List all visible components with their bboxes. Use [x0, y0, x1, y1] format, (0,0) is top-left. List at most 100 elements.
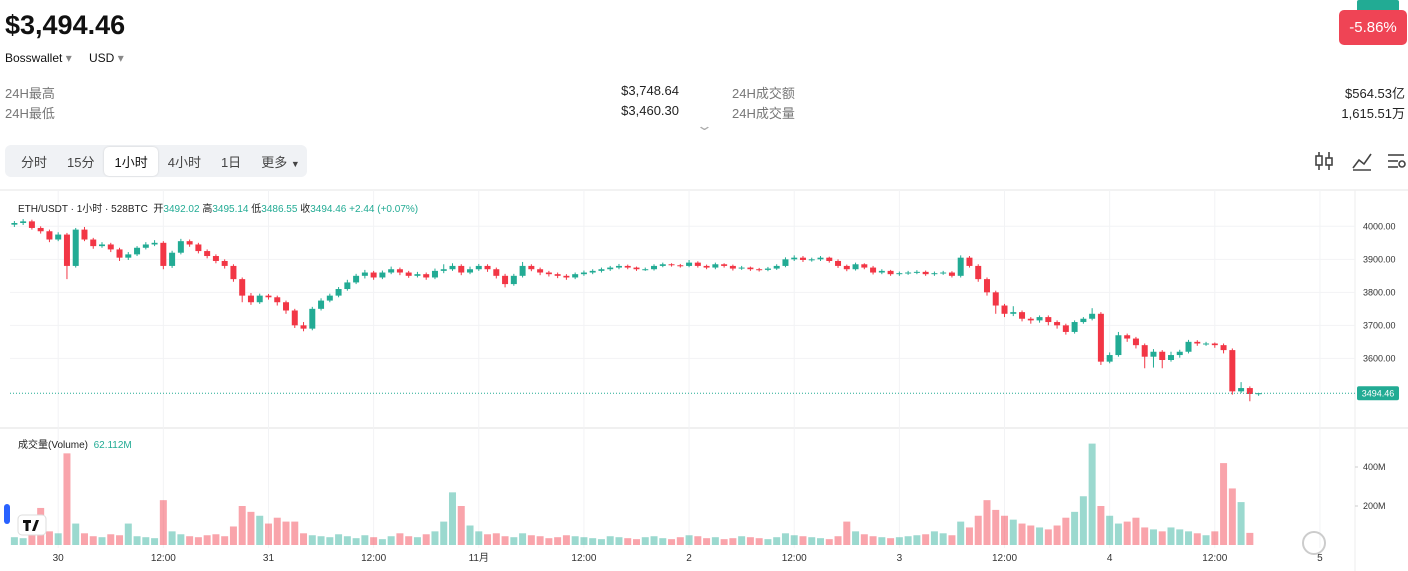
volume-bar [361, 535, 369, 545]
candle-body [651, 265, 658, 270]
expand[interactable]: ⌄ [695, 118, 714, 133]
y-tick-label: 3600.00 [1363, 353, 1396, 363]
volume-bar [431, 531, 439, 545]
candle-body [212, 256, 219, 261]
volume-bar [755, 538, 763, 545]
volume-bar [1123, 521, 1131, 545]
candle-body [598, 269, 605, 271]
volume-bar [1036, 527, 1044, 545]
tab[interactable]: 分时 [21, 154, 48, 170]
watermark [1302, 531, 1326, 555]
wallet-select[interactable]: Bosswallet ▾ [5, 51, 72, 65]
candle-body [1001, 305, 1008, 314]
candle-body [221, 260, 228, 266]
chart-legend: ETH/USDT · 1小时 · 528BTC 开3492.02 高3495.1… [18, 200, 418, 215]
volume-bar [422, 534, 430, 545]
candle-body [291, 310, 298, 326]
volume-bar [492, 533, 500, 545]
candle-body [712, 264, 719, 268]
candle-body [1097, 313, 1104, 362]
volume-bar [1009, 519, 1017, 545]
volume-bar [168, 531, 176, 545]
volume-bar [80, 533, 88, 545]
candle-body [896, 273, 903, 275]
candle-body [975, 265, 982, 280]
volume-bar [869, 536, 877, 545]
candle-body [344, 282, 351, 290]
volume-bar [1167, 527, 1175, 545]
volume-bar [1106, 515, 1114, 545]
volume-bar [343, 536, 351, 545]
candle-body [808, 259, 815, 261]
volume-bar [852, 531, 860, 545]
volume-bar [1088, 443, 1096, 545]
candle-body [1089, 313, 1096, 319]
tab[interactable]: 更多 ▼ [261, 154, 300, 170]
candle-body [449, 265, 456, 270]
volume-bar [738, 536, 746, 545]
volume-bar [983, 500, 991, 545]
volume-bar [922, 534, 930, 545]
volume-bar [203, 535, 211, 545]
candle-body [1027, 318, 1034, 321]
y-tick-label: 4000.00 [1363, 221, 1396, 231]
candle-body [1054, 322, 1061, 326]
tab[interactable]: 1小时 [104, 146, 158, 176]
volume-bar [580, 537, 588, 545]
candle-body [1141, 345, 1148, 357]
tab[interactable]: 4小时 [167, 154, 201, 170]
indicator-icon[interactable] [1315, 152, 1333, 170]
volume-bar [10, 537, 18, 545]
candle-body [913, 271, 920, 273]
volume-last: 62.112M [93, 440, 132, 451]
x-tick-label: 12:00 [782, 553, 807, 564]
stat-label: 24H成交额 [732, 86, 795, 101]
volume-bar [965, 527, 973, 545]
candle-body [791, 257, 798, 260]
candle-body [905, 272, 912, 274]
candle-body [1159, 351, 1166, 360]
volume-bar [519, 533, 527, 545]
stat-value: $3,748.64 [621, 83, 679, 98]
volume-bar [764, 539, 772, 545]
candle-body [659, 264, 666, 266]
candle-body [563, 275, 570, 278]
volume-bar [45, 531, 53, 545]
x-tick-label: 12:00 [1202, 553, 1227, 564]
volume-bar [790, 535, 798, 545]
volume-bar [151, 538, 159, 545]
volume-bar [860, 534, 868, 545]
tab[interactable]: 15分 [67, 154, 95, 170]
candle-body [589, 270, 596, 273]
legend-key: 低 [251, 204, 262, 215]
volume-bar [606, 536, 614, 545]
volume-bar [308, 535, 316, 545]
candle-body [983, 279, 990, 293]
legend-value: 3492.02 [163, 204, 200, 215]
candle-body [361, 272, 368, 276]
candle-body [966, 257, 973, 266]
volume-bar [527, 535, 535, 545]
settings-icon[interactable] [1388, 154, 1406, 168]
volume-bar [186, 536, 194, 545]
candle-body [931, 273, 938, 275]
volume-bar [536, 536, 544, 545]
y-tick-label: 3800.00 [1363, 287, 1396, 297]
volume-bar [212, 534, 220, 545]
volume-bar [221, 536, 229, 545]
volume-bar [264, 523, 272, 545]
volume-bar [387, 536, 395, 545]
volume-bar [974, 515, 982, 545]
currency-select[interactable]: USD ▾ [89, 51, 124, 65]
legend-value: 3495.14 [212, 204, 249, 215]
candle-body [677, 265, 684, 267]
tab[interactable]: 1日 [220, 154, 242, 170]
x-tick-label: 31 [263, 553, 275, 564]
candle-body [99, 244, 106, 247]
candle-body [1176, 351, 1183, 356]
candle-body [528, 265, 535, 270]
candle-body [817, 257, 824, 260]
chart-style-icon[interactable] [1352, 153, 1372, 171]
candle-body [493, 269, 500, 276]
